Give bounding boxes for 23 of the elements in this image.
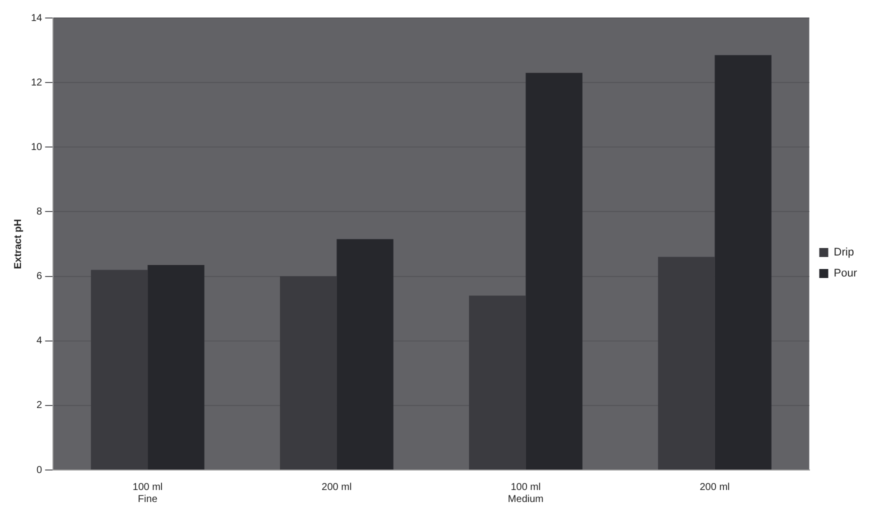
- x-tick-label: 100 ml Medium: [508, 482, 544, 505]
- bar: [469, 296, 526, 470]
- y-tick-label: 6: [36, 271, 43, 282]
- bar: [526, 72, 582, 470]
- legend-label: Drip: [834, 246, 854, 259]
- y-tick-label: 4: [36, 336, 43, 347]
- y-tick-label: 0: [36, 464, 43, 476]
- bar: [90, 270, 148, 470]
- bar: [658, 256, 715, 470]
- y-axis-title: Extract pH: [12, 218, 24, 270]
- bar: [714, 55, 772, 470]
- x-tick-label: 200 ml: [322, 482, 352, 493]
- bar: [336, 239, 394, 470]
- legend-label: Pour: [834, 268, 858, 280]
- y-tick-label: 2: [36, 400, 43, 412]
- y-tick-label: 10: [31, 142, 43, 153]
- x-tick-label: 200 ml: [700, 482, 730, 493]
- y-tick-label: 8: [36, 206, 43, 218]
- x-tick-label: 100 ml Fine: [132, 482, 163, 505]
- y-tick-label: 14: [31, 12, 43, 24]
- y-tick-label: 12: [31, 77, 43, 88]
- bar: [148, 264, 204, 470]
- bar: [280, 276, 337, 470]
